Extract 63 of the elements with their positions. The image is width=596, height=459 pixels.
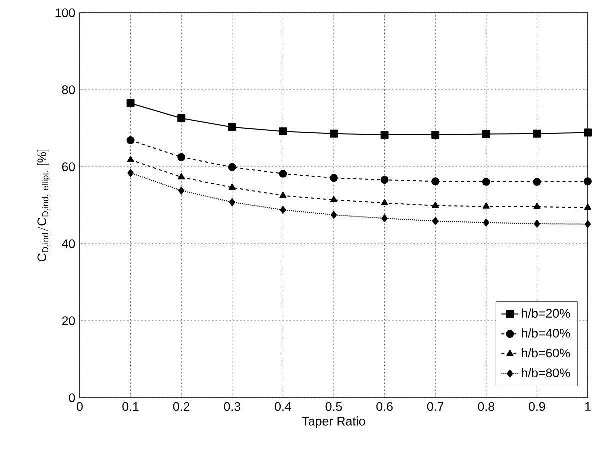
y-tick-label: 0 [69,394,76,402]
point [126,136,135,144]
point [432,131,440,140]
point [381,199,388,206]
legend-label: h/b=20% [522,308,570,318]
point [482,130,490,138]
point [128,169,134,178]
x-tick-label: 0.9 [529,402,546,412]
point [584,220,592,228]
point [229,198,236,206]
point [330,196,338,202]
point [534,203,541,210]
point [126,99,135,108]
point [584,128,592,137]
y-tick-label: 40 [62,240,76,248]
point [330,174,338,182]
legend-label: h/b=60% [522,348,570,358]
point [228,184,236,190]
point [279,128,288,136]
point [534,220,540,228]
x-tick-label: 0.6 [376,402,393,412]
point [178,153,186,162]
x-tick-label: 0.5 [326,402,342,412]
legend-label: h/b=80% [522,368,570,378]
point [482,178,490,186]
point [280,206,286,214]
point [178,114,186,122]
point [533,130,542,138]
x-tick-label: 0 [77,402,83,412]
point [178,186,185,195]
y-axis-title: $\mathrm{C_{D,ind}/C_{D,ind,\ ellipt.}\ [\%]}$ [37,150,50,262]
point [178,173,186,180]
x-tick-label: 0.7 [427,402,444,412]
point [584,178,592,186]
point [432,178,440,186]
point [127,156,134,162]
y-tick-label: 100 [56,8,76,18]
x-tick-label: 0.1 [122,402,139,412]
y-tick-label: 20 [62,316,76,326]
x-tick-label: 0.3 [224,402,241,412]
point [482,202,490,209]
point [432,217,439,226]
point [330,130,338,138]
point [228,163,236,172]
point [382,214,388,223]
point [279,170,288,178]
point [432,202,440,208]
x-tick-label: 0.4 [275,402,292,412]
point [380,176,389,184]
legend-label: h/b=40% [522,328,570,338]
point [584,204,592,210]
x-axis-title: Taper Ratio [302,416,366,428]
point [483,218,490,227]
x-tick-label: 0.8 [478,402,495,412]
point [280,192,287,198]
x-tick-label: 0.2 [173,402,190,412]
point [330,211,338,220]
point [380,131,389,140]
x-tick-label: 1 [585,402,591,411]
y-tick-label: 60 [62,162,76,172]
y-tick-label: 80 [62,86,76,94]
point [228,123,236,132]
point [533,178,542,186]
